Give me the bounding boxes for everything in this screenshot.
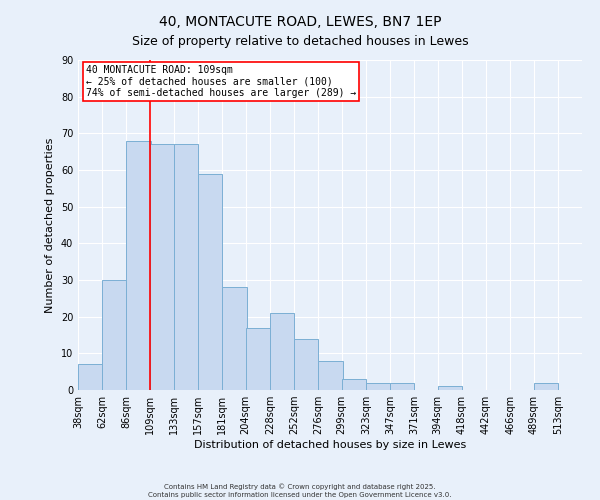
Bar — [223, 288, 247, 390]
Bar — [390, 382, 415, 390]
Bar — [78, 364, 102, 390]
Text: Size of property relative to detached houses in Lewes: Size of property relative to detached ho… — [131, 35, 469, 48]
Bar — [102, 280, 127, 390]
Text: 40, MONTACUTE ROAD, LEWES, BN7 1EP: 40, MONTACUTE ROAD, LEWES, BN7 1EP — [159, 15, 441, 29]
Bar — [366, 382, 390, 390]
Bar — [245, 328, 270, 390]
Bar — [198, 174, 223, 390]
Bar — [533, 382, 558, 390]
Bar — [270, 313, 294, 390]
Bar — [341, 379, 366, 390]
Bar — [150, 144, 174, 390]
Bar — [437, 386, 462, 390]
Text: 40 MONTACUTE ROAD: 109sqm
← 25% of detached houses are smaller (100)
74% of semi: 40 MONTACUTE ROAD: 109sqm ← 25% of detac… — [86, 65, 356, 98]
Bar — [127, 140, 151, 390]
Bar — [319, 360, 343, 390]
Bar — [174, 144, 198, 390]
Text: Contains HM Land Registry data © Crown copyright and database right 2025.
Contai: Contains HM Land Registry data © Crown c… — [148, 483, 452, 498]
X-axis label: Distribution of detached houses by size in Lewes: Distribution of detached houses by size … — [194, 440, 466, 450]
Bar — [294, 338, 319, 390]
Y-axis label: Number of detached properties: Number of detached properties — [45, 138, 55, 312]
